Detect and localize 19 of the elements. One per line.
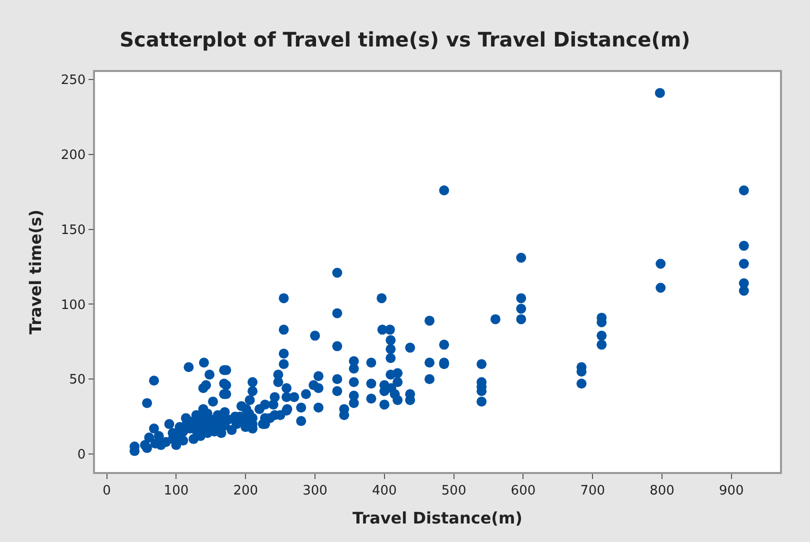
y-axis-title: Travel time(s) [26, 210, 46, 334]
y-tick-label: 250 [60, 73, 86, 88]
x-tick-label: 700 [580, 483, 606, 498]
x-tick-label: 800 [650, 483, 674, 498]
x-tick-label: 200 [233, 483, 258, 498]
x-axis-title: Travel Distance(m) [352, 508, 522, 528]
x-tick-label: 300 [302, 483, 328, 498]
x-tick-label: 500 [441, 483, 466, 498]
x-tick-label: 900 [719, 483, 744, 498]
x-tick-label: 100 [164, 483, 189, 498]
x-tick-label: 400 [372, 483, 397, 498]
y-tick-label: 200 [60, 148, 86, 163]
y-tick-label: 100 [60, 298, 86, 313]
y-tick-label: 150 [60, 222, 86, 238]
y-tick-label: 0 [77, 448, 86, 463]
x-tick-label: 0 [102, 483, 111, 498]
y-tick-label: 50 [69, 372, 86, 388]
x-tick-label: 600 [510, 483, 536, 498]
chart-title: Scatterplot of Travel time(s) vs Travel Distance(m) [120, 28, 690, 52]
